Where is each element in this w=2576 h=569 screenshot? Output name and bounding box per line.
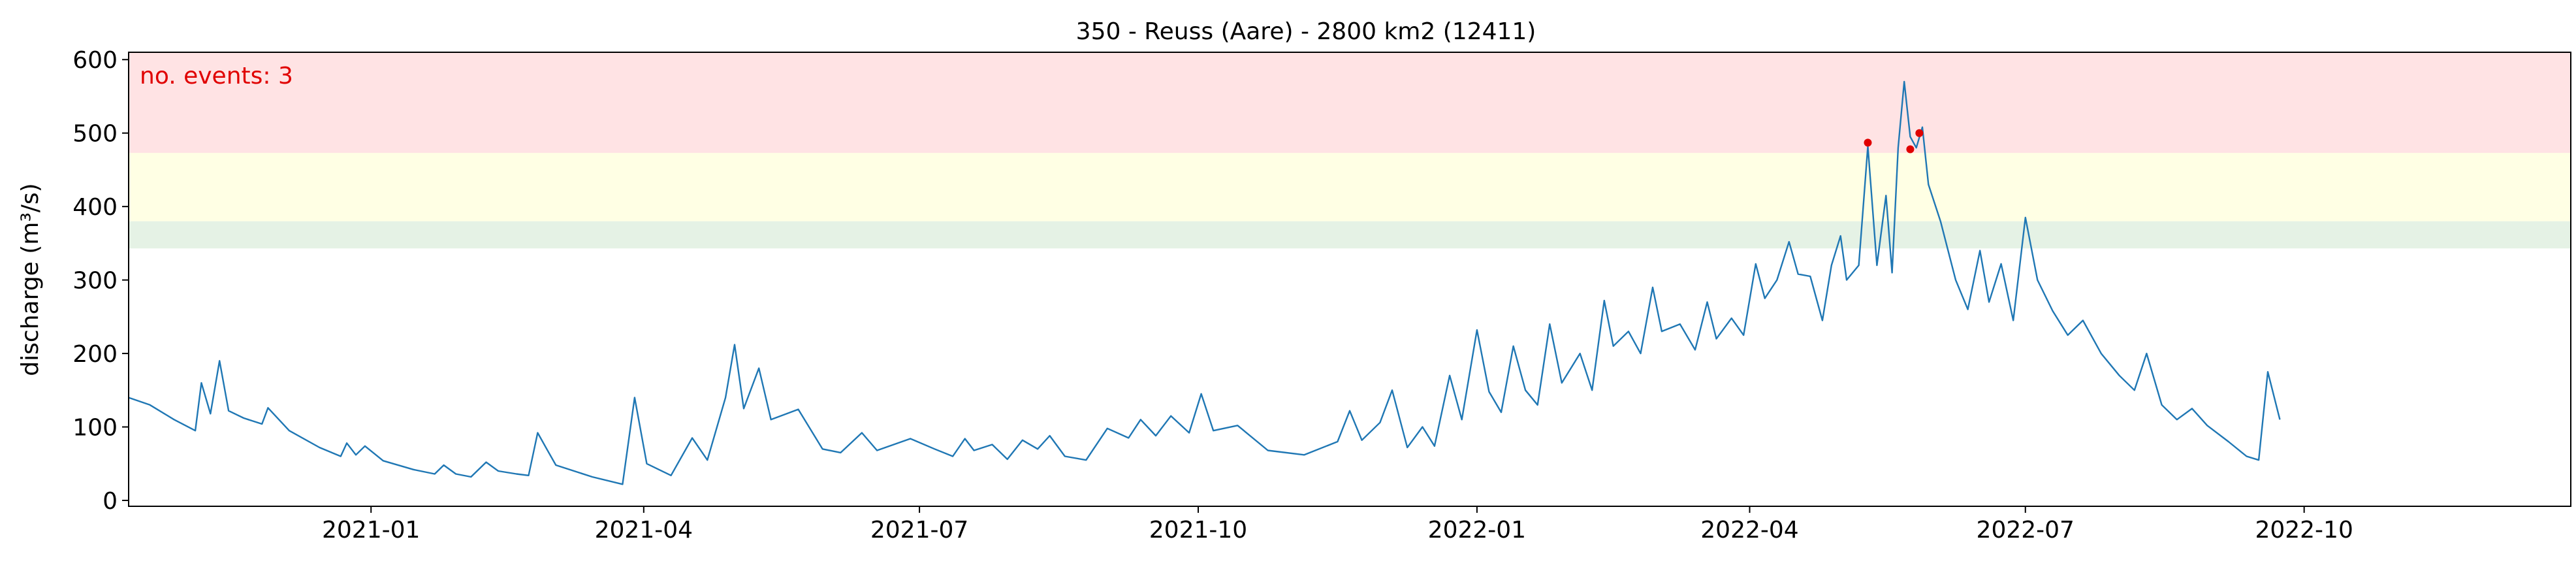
discharge-series-line — [128, 80, 2281, 485]
threshold-band-0 — [129, 221, 2571, 249]
threshold-bands — [129, 52, 2571, 249]
x-tick-label-7: 2022-10 — [2255, 517, 2353, 544]
x-axis: 2021-01 2021-04 2021-07 2021-10 2022-01 2022-… — [322, 506, 2353, 544]
y-tick-label-2: 200 — [72, 341, 118, 368]
event-count-annotation: no. events: 3 — [140, 63, 293, 89]
event-marker-1 — [1906, 145, 1915, 154]
event-markers — [1864, 129, 1924, 154]
plot-frame — [128, 52, 2571, 507]
x-tick-label-1: 2021-04 — [595, 517, 693, 544]
x-tick-label-3: 2021-10 — [1149, 517, 1247, 544]
y-tick-label-0: 0 — [103, 488, 118, 515]
x-tick-label-5: 2022-04 — [1700, 517, 1798, 544]
y-tick-label-5: 500 — [72, 121, 118, 148]
y-axis: 0 100 200 300 400 500 600 — [72, 47, 129, 515]
series-layer — [128, 80, 2281, 485]
chart-title: 350 - Reuss (Aare) - 2800 km2 (12411) — [1076, 18, 1536, 45]
x-tick-label-0: 2021-01 — [322, 517, 420, 544]
x-tick-label-4: 2022-01 — [1428, 517, 1526, 544]
y-tick-label-6: 600 — [72, 47, 118, 74]
event-marker-0 — [1864, 138, 1872, 147]
x-tick-label-2: 2021-07 — [870, 517, 968, 544]
y-tick-label-4: 400 — [72, 194, 118, 221]
y-tick-label-3: 300 — [72, 268, 118, 295]
y-tick-label-1: 100 — [72, 415, 118, 442]
event-marker-2 — [1915, 129, 1924, 137]
y-axis-title: discharge (m³/s) — [17, 183, 44, 376]
threshold-band-1 — [129, 153, 2571, 221]
x-tick-label-6: 2022-07 — [1977, 517, 2075, 544]
threshold-band-2 — [129, 52, 2571, 154]
